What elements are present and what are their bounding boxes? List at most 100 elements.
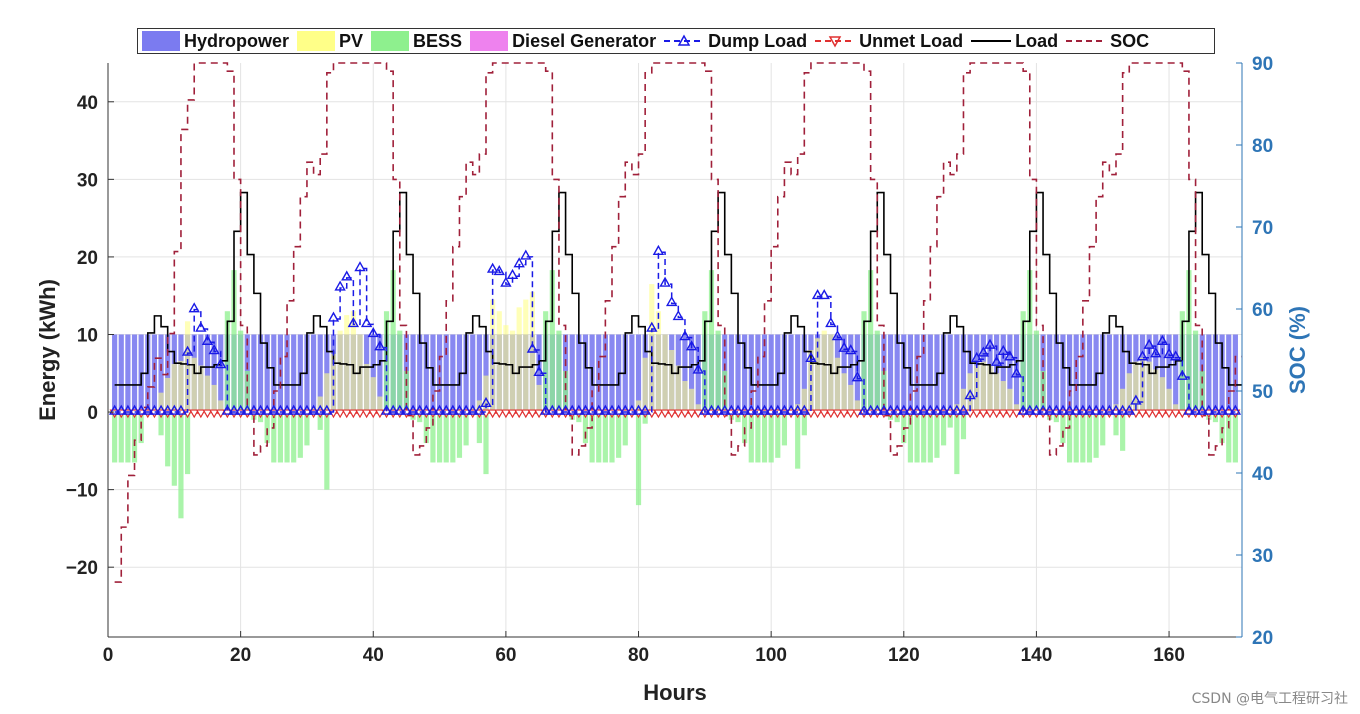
hydropower-bar (1053, 334, 1059, 413)
legend: Hydropower PV BESS Diesel Generator Dump… (137, 28, 1215, 54)
bess-bar (874, 330, 880, 413)
dump-load-marker (427, 404, 439, 415)
dump-load-marker (1070, 404, 1082, 415)
dump-load-marker (971, 351, 983, 363)
hydropower-bar (887, 334, 894, 413)
y-tick-label-left: 30 (77, 170, 98, 191)
dump-load-marker (241, 404, 253, 415)
pv-bar (370, 377, 376, 413)
dump-load-marker (1203, 404, 1215, 415)
dump-load-marker (831, 330, 844, 341)
bess-bar (125, 412, 131, 463)
bess-bar (178, 412, 184, 519)
dump-load-marker (1216, 404, 1228, 415)
pv-bar (821, 330, 827, 413)
dump-load-marker (321, 404, 333, 415)
unmet-line-swatch (815, 36, 856, 48)
dump-load-marker (513, 257, 525, 268)
pv-bar (801, 388, 807, 413)
bess-bar (907, 412, 914, 463)
y-tick-label-right: 90 (1252, 54, 1273, 75)
bess-bar (184, 412, 191, 475)
dump-load-marker (360, 316, 373, 328)
dump-load-marker (493, 265, 505, 276)
dump-load-marker (221, 404, 234, 415)
dump-load-marker (884, 404, 897, 415)
unmet-load-marker (653, 409, 664, 419)
x-tick-label: 20 (230, 645, 251, 666)
dump-load-marker (480, 396, 492, 407)
dump-load-marker (904, 404, 917, 415)
hydropower-bar (569, 334, 575, 413)
dump-load-marker (486, 262, 499, 273)
dump-load-marker (964, 389, 976, 400)
dump-load-marker (460, 404, 472, 415)
pv-bar (841, 373, 847, 413)
x-tick-label: 0 (103, 645, 114, 666)
hydropower-bar (264, 334, 270, 413)
hydropower-bar (251, 334, 257, 413)
dump-load-marker (937, 404, 950, 415)
pv-bar (317, 396, 323, 413)
dump-load-marker (898, 404, 910, 415)
unmet-load-marker (507, 409, 518, 419)
pv-bar (987, 365, 993, 413)
dump-load-marker (639, 404, 651, 415)
hydropower-bar (894, 334, 900, 413)
hydropower-bar (536, 334, 542, 413)
bess-bar (934, 412, 940, 458)
hydropower-bar (476, 334, 482, 413)
dump-load-marker (825, 316, 837, 328)
dump-load-marker (692, 363, 704, 374)
bess-bar (927, 412, 933, 463)
dump-load-marker (453, 404, 466, 415)
bess-swatch (371, 31, 410, 51)
pv-bar (682, 381, 688, 413)
pv-bar (523, 299, 529, 413)
dump-load-marker (911, 404, 923, 415)
dump-load-marker (506, 268, 519, 280)
unmet-load-marker (984, 409, 996, 419)
bess-bar (297, 412, 303, 458)
bess-bar (271, 412, 277, 463)
pv-bar (364, 363, 370, 413)
bess-bar (1232, 412, 1238, 463)
bess-bar (165, 412, 171, 467)
pv-bar (1113, 404, 1119, 413)
unmet-load-marker (520, 409, 531, 419)
dump-load-marker (1077, 404, 1089, 415)
pv-bar (854, 400, 860, 413)
dump-load-marker (612, 404, 625, 415)
x-tick-label: 80 (628, 645, 649, 666)
hydropower-bar (927, 334, 933, 413)
dump-load-marker (593, 404, 605, 415)
dump-load-marker (115, 404, 127, 415)
dump-line-swatch (664, 34, 705, 46)
legend-item-pv: PV (297, 31, 363, 52)
dump-load-marker (394, 404, 406, 415)
bess-bar (231, 270, 237, 413)
hydropower-bar (901, 334, 907, 413)
dump-load-marker (957, 404, 970, 415)
pv-bar (795, 404, 801, 413)
hydropower-bar (436, 334, 443, 413)
y-tick-label-right: 40 (1252, 464, 1273, 485)
hydropower-bar (1173, 334, 1179, 413)
x-tick-label: 60 (495, 645, 516, 666)
bess-bar (596, 412, 602, 463)
pv-bar (1166, 388, 1172, 413)
dump-load-marker (1150, 347, 1162, 358)
unmet-load-marker (335, 409, 346, 419)
dump-load-marker (1017, 404, 1029, 415)
hydropower-bar (629, 334, 635, 413)
dump-load-marker (712, 404, 724, 415)
dump-load-marker (420, 404, 433, 415)
dump-load-marker (944, 404, 956, 415)
bess-bar (868, 270, 874, 413)
dump-load-marker (1097, 404, 1109, 415)
bess-bar (582, 412, 589, 444)
dump-load-marker (1176, 369, 1189, 380)
dump-load-marker (652, 244, 665, 255)
hydropower-bar (1047, 334, 1053, 413)
